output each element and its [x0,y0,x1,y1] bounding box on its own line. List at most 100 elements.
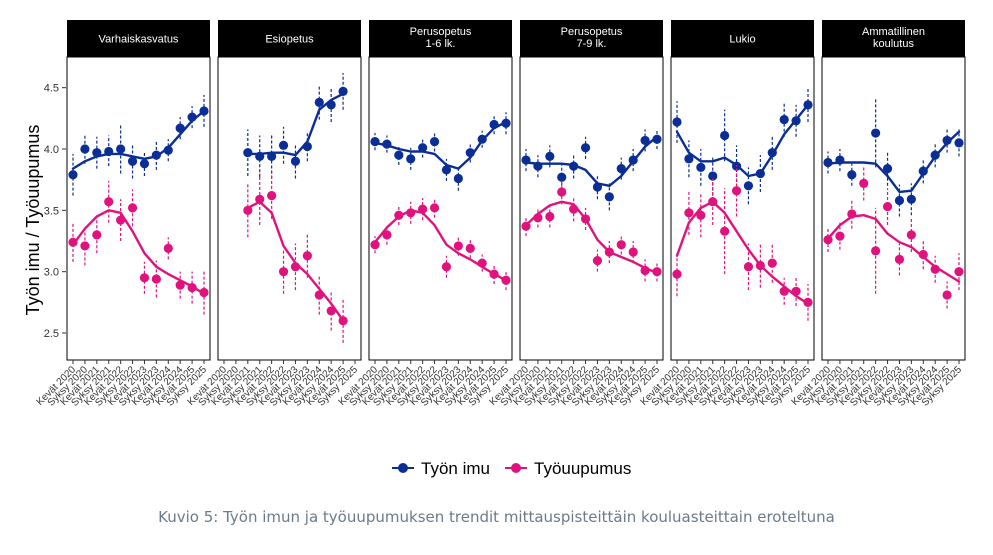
point-tyouupumus [720,226,730,236]
point-tyouupumus [255,194,265,204]
point-tyon-imu [521,155,531,165]
point-tyon-imu [418,143,428,153]
point-tyouupumus [871,246,881,256]
point-tyon-imu [338,86,348,96]
point-tyouupumus [696,210,706,220]
y-tick-label: 2.5 [44,328,59,340]
point-tyon-imu [906,194,916,204]
point-tyouupumus [835,231,845,241]
point-tyouupumus [521,221,531,231]
point-tyouupumus [501,275,511,285]
point-tyon-imu [92,148,102,158]
point-tyouupumus [954,267,964,277]
y-tick-label: 4.0 [44,144,59,156]
point-tyon-imu [954,138,964,148]
point-tyouupumus [163,243,173,253]
facet-title: Varhaiskasvatus [99,34,179,46]
point-tyon-imu [616,164,626,174]
point-tyon-imu [80,144,90,154]
point-tyon-imu [545,151,555,161]
point-tyon-imu [394,150,404,160]
point-tyon-imu [465,148,475,158]
y-tick-label: 3.5 [44,205,59,217]
point-tyouupumus [684,208,694,218]
point-tyouupumus [652,267,662,277]
point-tyon-imu [557,172,567,182]
point-tyouupumus [803,297,813,307]
point-tyon-imu [290,156,301,166]
point-tyouupumus [80,241,90,251]
point-tyon-imu [453,173,463,184]
point-tyouupumus [477,258,487,268]
point-tyon-imu [871,128,881,138]
point-tyon-imu [302,141,312,152]
point-tyon-imu [243,148,253,158]
trend-line-tyouupumus [246,200,345,322]
point-tyouupumus [453,241,463,251]
point-tyon-imu [708,171,718,181]
point-tyouupumus [580,214,591,224]
facet-strip [218,20,361,57]
point-tyouupumus [755,260,765,271]
trend-line-tyouupumus [71,209,206,295]
point-tyon-imu [127,156,138,166]
point-tyouupumus [640,265,650,276]
point-tyouupumus [767,258,777,268]
point-tyouupumus [942,290,952,300]
facet-strip [369,20,512,57]
point-tyouupumus [569,204,579,214]
trend-line-tyon-imu [675,103,810,178]
trend-line-tyouupumus [373,209,508,282]
point-tyouupumus [743,262,754,272]
point-tyon-imu [326,100,336,110]
point-tyouupumus [616,240,626,250]
point-tyon-imu [429,137,440,147]
facet-title: Lukio [729,34,755,46]
point-tyouupumus [708,197,718,207]
point-tyouupumus [199,287,209,298]
trend-line-tyon-imu [826,130,961,194]
facet-strip [822,20,965,57]
facet-strip [520,20,663,57]
point-tyouupumus [882,202,893,212]
point-tyouupumus [151,274,161,284]
point-tyouupumus [116,215,126,225]
point-tyon-imu [151,150,161,160]
point-tyouupumus [370,240,380,250]
point-tyouupumus [894,254,905,265]
point-tyon-imu [930,150,940,160]
legend-label-tyon-imu: Työn imu [421,459,490,478]
point-tyon-imu [382,139,392,149]
point-tyon-imu [501,118,511,128]
y-tick-label: 3.0 [44,267,59,279]
point-tyon-imu [720,130,730,141]
legend-label-tyouupumus: Työuupumus [534,459,631,478]
point-tyon-imu [628,155,638,165]
point-tyon-imu [882,164,893,174]
point-tyouupumus [859,178,869,188]
point-tyon-imu [791,116,801,126]
point-tyouupumus [557,187,567,197]
point-tyouupumus [847,209,857,219]
facet-plot-border [519,56,664,361]
point-tyouupumus [278,267,289,277]
point-tyouupumus [382,230,392,240]
facet-plot-border [217,56,362,361]
point-tyon-imu [743,181,754,191]
point-tyouupumus [672,269,682,279]
legend-marker-tyouupumus [511,463,521,473]
point-tyon-imu [942,135,952,146]
point-tyouupumus [592,256,603,266]
y-axis-title: Työn imu / Työuupumus [23,125,43,316]
trend-line-tyouupumus [524,200,659,275]
point-tyouupumus [779,286,789,296]
point-tyon-imu [779,114,789,125]
point-tyouupumus [290,262,301,272]
point-tyon-imu [823,157,833,168]
